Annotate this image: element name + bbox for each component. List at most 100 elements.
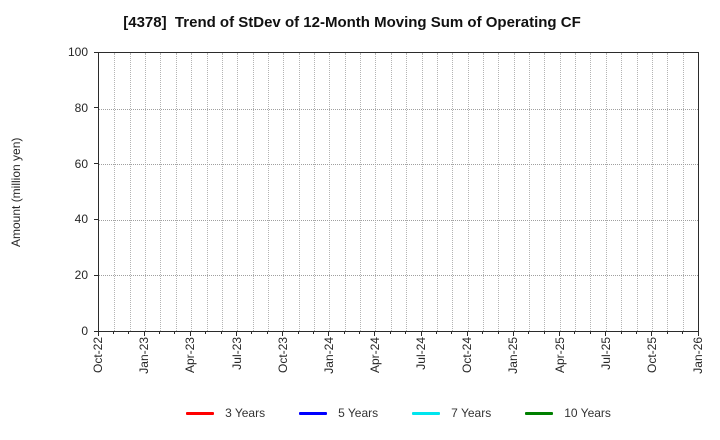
x-tick-label: Oct-24 [460,337,475,374]
vertical-gridline [283,53,285,331]
legend-label-5-years: 5 Years [338,406,379,420]
vertical-gridline [452,53,454,331]
vertical-gridline [529,53,531,331]
x-tick-label: Apr-25 [552,337,567,374]
legend-line-10-years [525,411,554,415]
legend-label-3-years: 3 Years [225,406,266,420]
vertical-gridline [436,53,438,331]
x-tick-mark-minor [497,331,499,334]
vertical-gridline [605,53,607,331]
y-tick-mark [94,107,98,109]
x-tick-mark-minor [666,331,668,334]
y-tick-label: 20 [74,268,88,283]
x-tick-label: Jul-24 [414,337,429,370]
vertical-gridline [667,53,669,331]
vertical-gridline [175,53,177,331]
y-tick-label: 100 [67,45,88,59]
legend-label-10-years: 10 Years [564,406,611,420]
x-tick-mark-major [236,331,237,336]
x-tick-mark-minor [589,331,591,334]
vertical-gridline [191,53,193,331]
vertical-gridline [406,53,408,331]
x-tick-mark-major [605,331,607,336]
vertical-gridline [129,53,131,331]
x-tick-mark-minor [312,331,314,334]
horizontal-gridline [99,219,698,221]
y-tick-mark [94,163,98,165]
vertical-gridline [160,53,162,331]
plot-area [98,52,699,332]
vertical-gridline [513,53,515,331]
x-tick-mark-major [420,331,422,336]
x-tick-mark-minor [297,331,299,334]
y-tick-mark [94,51,98,53]
vertical-gridline [651,53,653,331]
x-tick-mark-minor [436,331,437,334]
x-tick-label: Jan-24 [321,337,336,374]
x-tick-mark-major [328,331,330,336]
vertical-gridline [590,53,592,331]
x-tick-label: Jan-25 [506,337,521,374]
x-tick-mark-minor [389,331,391,334]
x-tick-mark-major [466,331,468,336]
x-tick-mark-major [512,331,514,336]
x-tick-label: Oct-23 [275,337,290,374]
x-tick-mark-minor [482,331,484,334]
legend-item-3-years: 3 Years [186,406,265,420]
x-tick-label: Apr-24 [367,337,382,374]
x-tick-mark-major [97,331,99,336]
vertical-gridline [314,53,316,331]
vertical-gridline [267,53,269,331]
x-tick-mark-minor [359,331,360,334]
legend-label-7-years: 7 Years [451,406,492,420]
x-tick-mark-minor [620,331,622,334]
legend: 3 Years 5 Years 7 Years 10 Years [98,404,699,422]
x-tick-mark-major [374,331,376,336]
vertical-gridline [221,53,223,331]
x-tick-mark-major [189,331,191,336]
x-tick-mark-minor [205,331,207,334]
x-tick-mark-major [282,331,284,336]
x-tick-mark-major [697,331,699,336]
legend-line-3-years [186,411,215,415]
vertical-gridline [114,53,116,331]
vertical-gridline [145,53,147,331]
y-tick-mark [94,218,98,220]
x-tick-label: Jul-23 [229,337,244,370]
horizontal-gridline [99,164,698,166]
chart-title: [4378] Trend of StDev of 12-Month Moving… [123,14,581,31]
vertical-gridline [390,53,392,331]
vertical-gridline [559,53,561,331]
horizontal-gridline [99,108,698,110]
x-tick-mark-minor [636,331,637,334]
y-tick-mark [94,330,98,332]
x-tick-mark-minor [451,331,453,334]
x-tick-mark-major [651,331,653,336]
y-tick-label: 60 [74,156,88,171]
x-tick-label: Oct-25 [644,337,659,374]
x-tick-mark-minor [112,331,114,334]
horizontal-gridline [99,275,698,277]
x-tick-mark-minor [159,331,160,334]
vertical-gridline [467,53,469,331]
vertical-gridline [252,53,254,331]
y-tick-label: 40 [74,212,88,227]
x-tick-label: Apr-23 [183,337,198,374]
x-tick-mark-minor [128,331,130,334]
legend-line-5-years [299,411,328,415]
vertical-gridline [206,53,208,331]
x-tick-label: Jan-26 [691,337,705,374]
vertical-gridline [621,53,623,331]
legend-item-7-years: 7 Years [412,406,491,420]
y-tick-label: 0 [81,324,88,338]
vertical-gridline [421,53,423,331]
vertical-gridline [636,53,638,331]
x-tick-mark-minor [251,331,253,334]
y-tick-mark [94,274,98,276]
x-tick-mark-minor [682,331,684,334]
x-tick-mark-minor [266,331,268,334]
vertical-gridline [498,53,500,331]
vertical-gridline [575,53,577,331]
gridlines-layer [99,53,698,331]
